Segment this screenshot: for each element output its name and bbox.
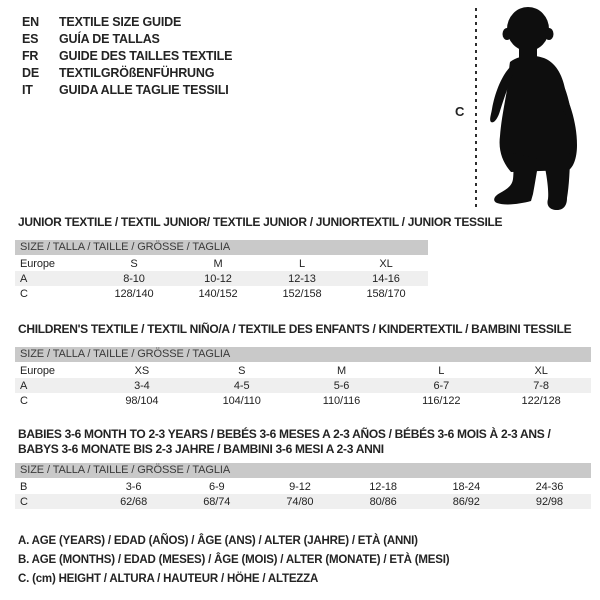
language-row: IT GUIDA ALLE TAGLIE TESSILI	[22, 81, 232, 98]
baby-silhouette-icon	[490, 7, 577, 210]
age-cell: 14-16	[372, 272, 400, 285]
language-row: EN TEXTILE SIZE GUIDE	[22, 13, 232, 30]
row-label: A	[20, 379, 28, 392]
size-cell: XS	[134, 364, 150, 377]
row-label: A	[20, 272, 28, 285]
height-cell: 128/140	[114, 287, 154, 300]
height-cell: 80/86	[369, 495, 397, 508]
size-cell: XL	[534, 364, 548, 377]
age-cell: 8-10	[123, 272, 145, 285]
height-cell: 62/68	[120, 495, 148, 508]
language-row: FR GUIDE DES TAILLES TEXTILE	[22, 47, 232, 64]
babies-table-title-line1: BABIES 3-6 MONTH TO 2-3 YEARS / BEBÉS 3-…	[18, 427, 551, 441]
table-row: C 62/68 68/74 74/80 80/86 86/92 92/98	[15, 494, 591, 509]
language-code: FR	[22, 48, 39, 63]
legend-notes: A. AGE (YEARS) / EDAD (AÑOS) / ÂGE (ANS)…	[18, 532, 450, 589]
age-cell: 12-18	[369, 480, 397, 493]
size-header-bar: SIZE / TALLA / TAILLE / GRÖSSE / TAGLIA	[15, 347, 591, 362]
babies-table-title-line2: BABYS 3-6 MONATE BIS 2-3 JAHRE / BAMBINI…	[18, 442, 384, 456]
height-dashed-line	[475, 8, 477, 209]
height-cell: 104/110	[222, 394, 261, 407]
size-cell: S	[238, 364, 246, 377]
language-title: TEXTILGRÖßENFÜHRUNG	[59, 65, 215, 80]
age-cell: 24-36	[535, 480, 564, 493]
age-cell: 12-13	[288, 272, 316, 285]
table-row: A 3-4 4-5 5-6 6-7 7-8	[15, 378, 591, 393]
size-cell: L	[438, 364, 445, 377]
size-header-bar: SIZE / TALLA / TAILLE / GRÖSSE / TAGLIA	[15, 463, 591, 478]
height-cell: 140/152	[198, 287, 238, 300]
note-height: C. (cm) HEIGHT / ALTURA / HAUTEUR / HÖHE…	[18, 573, 319, 585]
height-cell: 92/98	[535, 495, 563, 508]
height-cell: 116/122	[422, 394, 461, 407]
row-label: C	[20, 394, 28, 407]
children-size-table: SIZE / TALLA / TAILLE / GRÖSSE / TAGLIA …	[15, 347, 591, 408]
height-marker-label: C	[455, 104, 465, 119]
language-row: ES GUÍA DE TALLAS	[22, 30, 232, 47]
table-row: B 3-6 6-9 9-12 12-18 18-24 24-36	[15, 479, 591, 494]
size-cell: M	[336, 364, 347, 377]
age-cell: 6-7	[433, 379, 450, 392]
row-label: C	[20, 287, 28, 300]
table-row: Europe XS S M L XL	[15, 363, 591, 378]
row-label: B	[20, 480, 28, 493]
age-cell: 4-5	[233, 379, 250, 392]
height-cell: 122/128	[521, 394, 561, 407]
table-row: C 128/140 140/152 152/158 158/170	[15, 286, 428, 301]
row-label: C	[20, 495, 28, 508]
table-row: A 8-10 10-12 12-13 14-16	[15, 271, 428, 286]
height-cell: 86/92	[452, 495, 480, 508]
note-age-months: B. AGE (MONTHS) / EDAD (MESES) / ÂGE (MO…	[18, 554, 450, 566]
row-label: Europe	[20, 364, 55, 377]
table-row: Europe S M L XL	[15, 256, 428, 271]
language-title: GUIDE DES TAILLES TEXTILE	[59, 48, 233, 63]
language-title: GUÍA DE TALLAS	[59, 31, 160, 46]
age-cell: 5-6	[333, 379, 350, 392]
height-cell: 98/104	[125, 394, 159, 407]
babies-size-table: SIZE / TALLA / TAILLE / GRÖSSE / TAGLIA …	[15, 463, 591, 509]
language-code: EN	[22, 14, 39, 29]
age-cell: 3-6	[125, 480, 142, 493]
age-cell: 10-12	[204, 272, 232, 285]
table-row: C 98/104 104/110 110/116 116/122 122/128	[15, 393, 591, 408]
junior-size-table: SIZE / TALLA / TAILLE / GRÖSSE / TAGLIA …	[15, 240, 428, 301]
note-age-years: A. AGE (YEARS) / EDAD (AÑOS) / ÂGE (ANS)…	[18, 535, 418, 547]
language-code: IT	[22, 82, 33, 97]
height-cell: 110/116	[322, 394, 361, 407]
height-cell: 74/80	[286, 495, 314, 508]
size-cell: S	[130, 257, 138, 270]
junior-table-title: JUNIOR TEXTILE / TEXTIL JUNIOR/ TEXTILE …	[18, 215, 503, 229]
children-table-title: CHILDREN'S TEXTILE / TEXTIL NIÑO/A / TEX…	[18, 322, 572, 336]
height-cell: 158/170	[366, 287, 406, 300]
height-cell: 152/158	[282, 287, 322, 300]
age-cell: 9-12	[289, 480, 311, 493]
language-row: DE TEXTILGRÖßENFÜHRUNG	[22, 64, 232, 81]
age-cell: 7-8	[533, 379, 549, 392]
age-cell: 18-24	[452, 480, 481, 493]
size-cell: XL	[379, 257, 393, 270]
size-cell: L	[298, 257, 306, 270]
language-code: DE	[22, 65, 39, 80]
size-header-bar: SIZE / TALLA / TAILLE / GRÖSSE / TAGLIA	[15, 240, 428, 255]
age-cell: 3-4	[134, 379, 150, 392]
age-cell: 6-9	[208, 480, 225, 493]
language-title-list: EN TEXTILE SIZE GUIDE ES GUÍA DE TALLAS …	[22, 13, 232, 98]
language-title: GUIDA ALLE TAGLIE TESSILI	[59, 82, 229, 97]
row-label: Europe	[20, 257, 55, 270]
language-title: TEXTILE SIZE GUIDE	[59, 14, 182, 29]
height-cell: 68/74	[203, 495, 231, 508]
language-code: ES	[22, 31, 39, 46]
size-cell: M	[213, 257, 223, 270]
